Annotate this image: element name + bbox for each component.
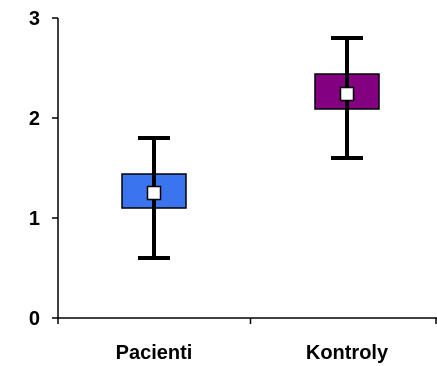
y-tick-label: 2: [29, 108, 40, 130]
mean-marker: [339, 86, 355, 102]
box-kontroly: [314, 36, 380, 160]
category-labels: Pacienti Kontroly: [116, 342, 389, 364]
y-tick-label: 0: [29, 308, 40, 330]
y-ticks: 0 1 2 3: [29, 8, 58, 330]
y-tick-label: 3: [29, 8, 40, 30]
box-marks: [121, 36, 380, 260]
x-category-label: Pacienti: [116, 342, 193, 364]
mean-marker: [146, 185, 162, 201]
axes: [57, 18, 437, 324]
box-pacienti: [121, 136, 187, 260]
x-category-label: Kontroly: [306, 342, 389, 364]
y-tick-label: 1: [29, 208, 40, 230]
